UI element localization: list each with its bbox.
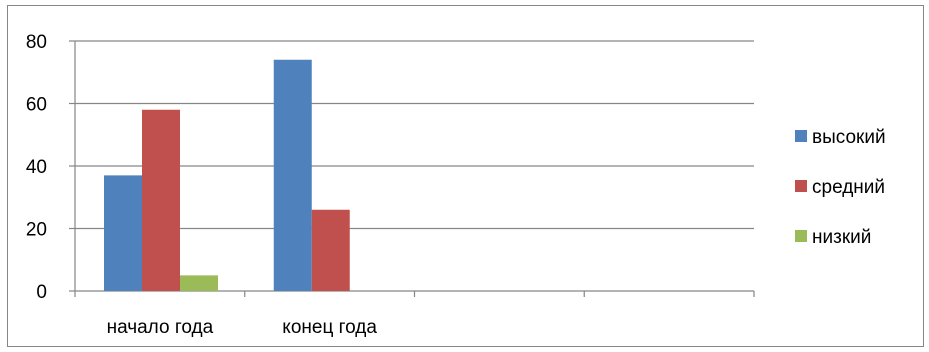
- x-tick-label: конец года: [282, 317, 377, 338]
- bar-средний-1: [311, 209, 350, 291]
- y-tick-label: 20: [26, 220, 47, 241]
- bar-высокий-0: [104, 175, 142, 291]
- legend-label: низкий: [812, 227, 871, 248]
- y-tick-label: 0: [36, 282, 47, 303]
- y-tick-label: 60: [26, 95, 47, 116]
- bar-высокий-1: [273, 59, 312, 291]
- bar-средний-0: [142, 109, 180, 291]
- x-tick-labels: начало года конец года: [107, 317, 378, 338]
- legend-label: высокий: [812, 127, 886, 148]
- y-tick-label: 80: [26, 32, 47, 53]
- gridlines: [75, 40, 754, 230]
- x-tick-label: начало года: [107, 317, 214, 338]
- legend-label: средний: [812, 177, 885, 198]
- y-tick-labels: 0 20 40 60 80: [26, 32, 47, 303]
- legend-swatch-низкий: [795, 230, 807, 242]
- legend-swatch-средний: [795, 180, 807, 192]
- y-tick-label: 40: [26, 157, 47, 178]
- bars: [104, 59, 350, 291]
- legend: высокий средний низкий: [795, 127, 886, 248]
- legend-swatch-высокий: [795, 130, 807, 142]
- bar-низкий-0: [180, 275, 218, 291]
